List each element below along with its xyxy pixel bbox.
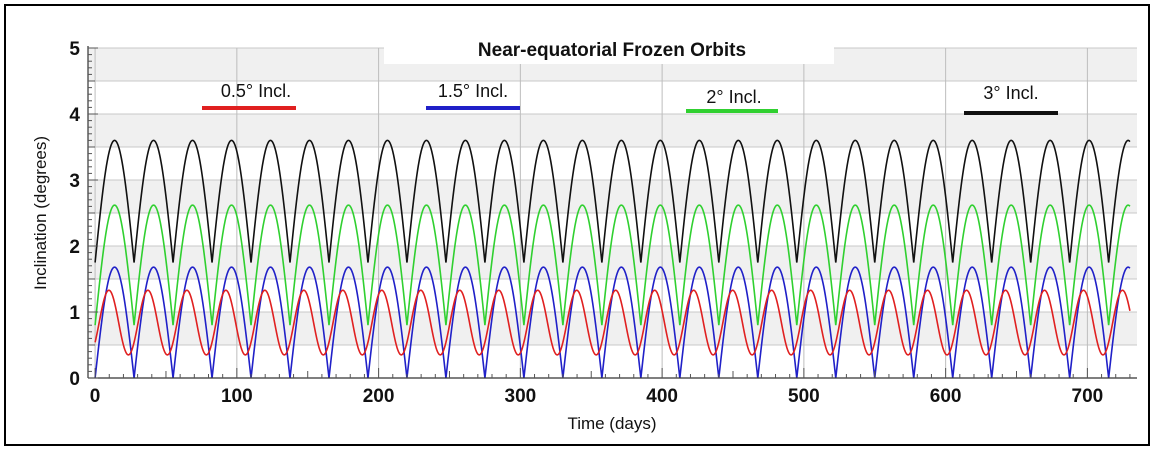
title-group: Near-equatorial Frozen Orbits <box>384 36 834 64</box>
chart-frame: 0 1 2 3 4 5 0 100 200 300 400 500 600 700 Near-equato… <box>4 4 1150 446</box>
plot-band <box>88 180 1137 213</box>
x-axis-title: Time (days) <box>567 414 656 433</box>
legend-label-2: 2° Incl. <box>706 87 761 107</box>
plot-band <box>88 114 1137 147</box>
y-tick-label: 2 <box>69 237 80 258</box>
chart-title: Near-equatorial Frozen Orbits <box>478 40 746 61</box>
legend: 0.5° Incl. 1.5° Incl. 2° Incl. 3° Incl. <box>202 81 1058 115</box>
plot-band <box>88 246 1137 279</box>
series-line-3 <box>94 139 1131 263</box>
x-tick-label: 700 <box>1072 386 1104 407</box>
x-tick-label: 300 <box>505 386 537 407</box>
x-tick-label: 500 <box>788 386 820 407</box>
plot-band <box>88 312 1137 345</box>
x-tick-label: 100 <box>221 386 253 407</box>
x-tick-label: 200 <box>363 386 395 407</box>
x-tick-label: 0 <box>90 386 101 407</box>
y-tick-label: 1 <box>69 303 80 324</box>
y-tick-label: 3 <box>69 171 80 192</box>
y-tick-label: 5 <box>69 39 80 60</box>
y-tick-label: 0 <box>69 369 80 390</box>
axes: 0 1 2 3 4 5 0 100 200 300 400 500 600 700 <box>69 39 1137 407</box>
legend-label-3: 3° Incl. <box>983 83 1038 103</box>
chart-svg: 0 1 2 3 4 5 0 100 200 300 400 500 600 700 Near-equato… <box>31 36 1137 433</box>
title-background <box>384 36 834 64</box>
series-group <box>94 139 1131 379</box>
series-line-2 <box>94 204 1131 326</box>
x-tick-label: 400 <box>646 386 678 407</box>
y-tick-label: 4 <box>69 105 80 126</box>
series-line-0 <box>94 289 1131 356</box>
legend-label-0: 0.5° Incl. <box>221 81 291 101</box>
x-tick-label: 600 <box>930 386 962 407</box>
y-axis-title: Inclination (degrees) <box>31 136 50 290</box>
legend-label-1: 1.5° Incl. <box>438 81 508 101</box>
